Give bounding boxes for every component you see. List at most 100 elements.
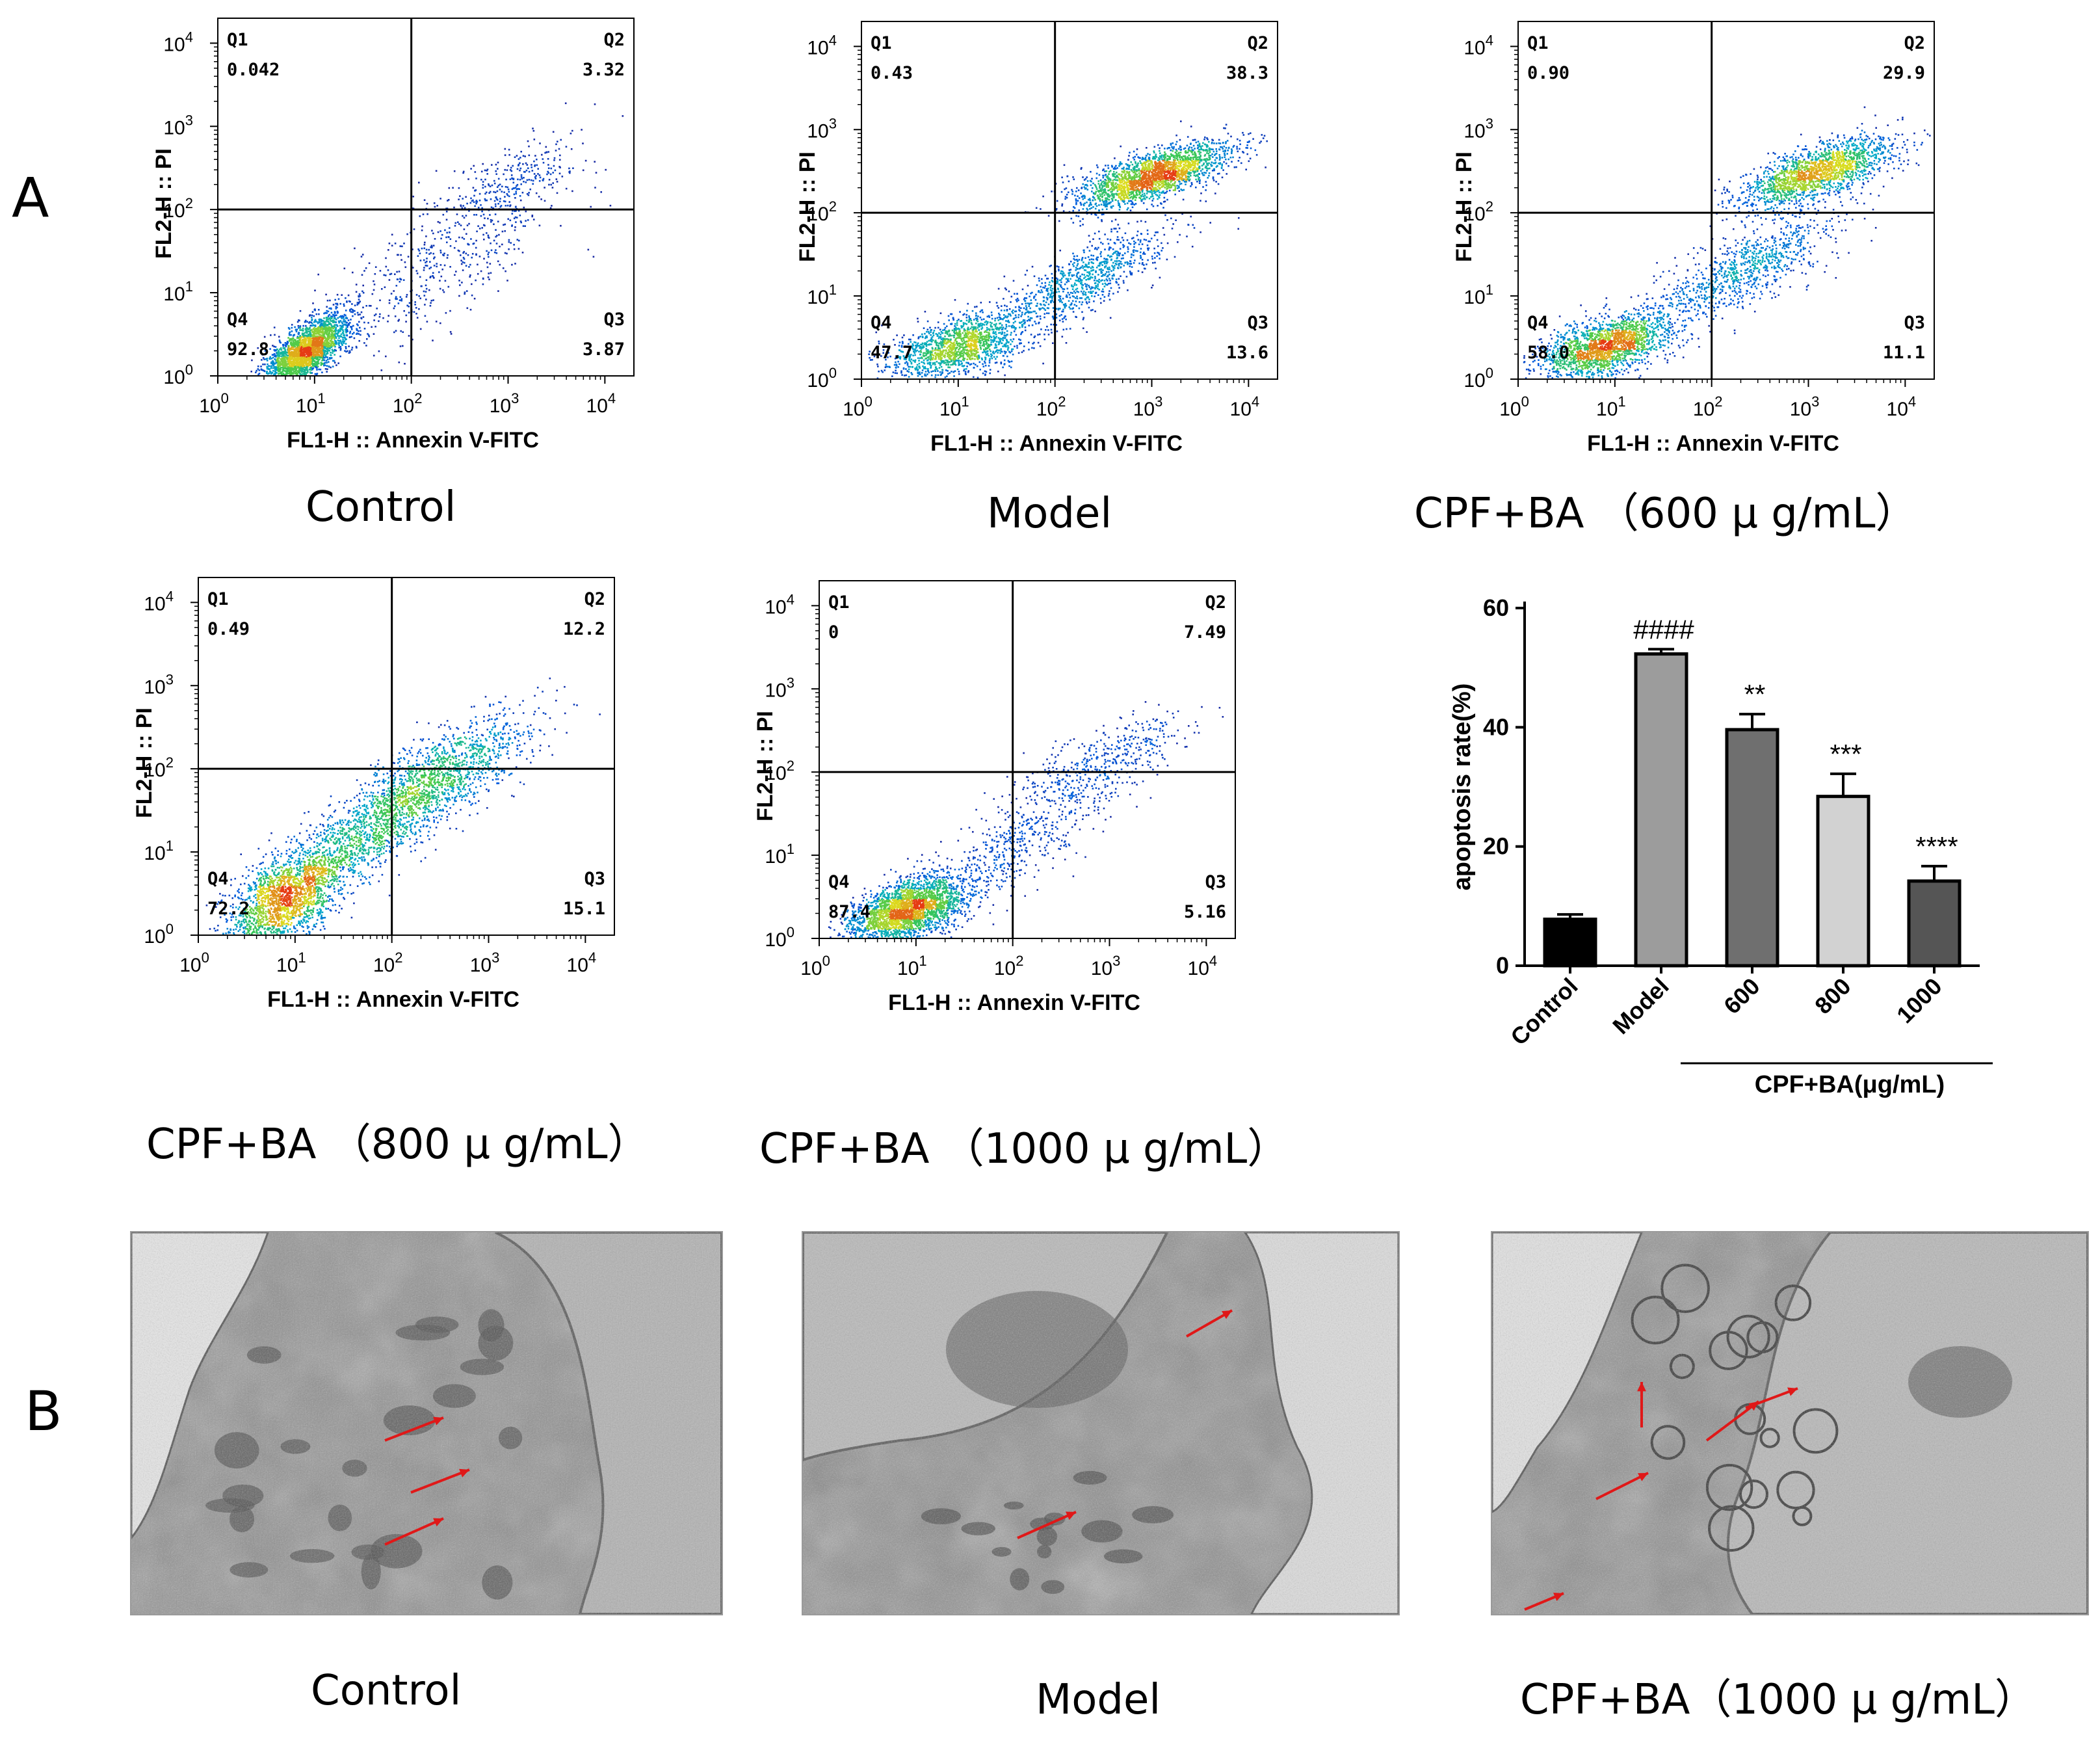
- y-tick-label: 100: [765, 924, 794, 951]
- x-tick-label: 100: [179, 949, 209, 976]
- quadrant-name-q3: Q3: [1205, 872, 1226, 892]
- flow-caption-cpf600: CPF+BA （600 μ g/mL）: [1414, 493, 1917, 535]
- plot-frame: [217, 18, 635, 377]
- red-arrow-icon: [384, 1416, 444, 1442]
- bar-800: [1816, 795, 1870, 968]
- y-tick-label: 101: [144, 838, 174, 864]
- tem-caption-control: Control: [311, 1670, 461, 1712]
- plot-frame: [819, 580, 1236, 939]
- significance-label: **: [1744, 679, 1766, 709]
- x-category-label: 1000: [1891, 973, 1947, 1029]
- y-tick-label: 103: [807, 115, 837, 142]
- quadrant-value-q3: 5.16: [1184, 902, 1226, 922]
- x-tick-label: 100: [1499, 393, 1529, 420]
- tem-caption-model: Model: [1036, 1679, 1161, 1721]
- quadrant-name-q3: Q3: [603, 310, 625, 330]
- y-axis-label: FL2-H :: PI: [795, 152, 820, 262]
- quadrant-value-q1: 0.042: [227, 60, 280, 80]
- flow-caption-cpf1000: CPF+BA （1000 μ g/mL）: [759, 1128, 1289, 1170]
- quadrant-value-q3: 3.87: [583, 339, 625, 360]
- quadrant-value-q4: 58.0: [1527, 343, 1569, 363]
- y-axis-label: apoptosis rate(%): [1449, 683, 1476, 891]
- tem-image-control: [130, 1231, 723, 1615]
- quadrant-name-q2: Q2: [1904, 33, 1925, 53]
- flow-plot-svg: Q10Q27.49Q35.16Q487.41001001011011021021…: [753, 580, 1236, 1015]
- x-tick-label: 102: [994, 953, 1024, 979]
- y-tick-label: 101: [807, 282, 837, 308]
- x-category-label: Control: [1505, 973, 1582, 1050]
- x-category-label: Model: [1607, 973, 1674, 1040]
- flow-caption-cpf800: CPF+BA （800 μ g/mL）: [146, 1124, 650, 1165]
- scatter-points: [828, 701, 1224, 938]
- x-axis-label: FL1-H :: Annexin V-FITC: [287, 428, 539, 453]
- micrograph-svg: [1492, 1232, 2088, 1614]
- tem-image-cpf1000: [1491, 1231, 2089, 1615]
- red-arrow-icon: [1595, 1472, 1649, 1500]
- quadrant-name-q4: Q4: [1527, 313, 1549, 333]
- x-tick-label: 101: [939, 393, 969, 420]
- quadrant-value-q2: 3.32: [583, 60, 625, 80]
- red-arrow-icon: [1745, 1387, 1798, 1409]
- x-tick-label: 103: [1133, 393, 1163, 420]
- quadrant-name-q2: Q2: [1247, 33, 1268, 53]
- y-tick-label: 101: [765, 841, 794, 868]
- x-tick-label: 103: [1091, 953, 1121, 979]
- quadrant-name-q1: Q1: [828, 592, 850, 613]
- quadrant-name-q1: Q1: [207, 589, 229, 609]
- significance-label: ***: [1830, 739, 1861, 769]
- y-tick-label: 103: [163, 112, 193, 139]
- flow-caption-model: Model: [987, 493, 1112, 535]
- flow-caption-control: Control: [306, 486, 456, 528]
- y-tick-label: 100: [807, 365, 837, 391]
- y-tick-label: 104: [1463, 32, 1493, 59]
- x-tick-label: 104: [1887, 393, 1917, 420]
- y-tick-label: 104: [144, 588, 174, 615]
- quadrant-name-q2: Q2: [584, 589, 605, 609]
- quadrant-name-q4: Q4: [871, 313, 892, 333]
- x-category-label: 600: [1718, 973, 1765, 1019]
- red-arrow-icon: [1637, 1382, 1646, 1427]
- quadrant-name-q2: Q2: [1205, 592, 1226, 613]
- red-arrow-icon: [1017, 1511, 1077, 1539]
- bar-control: [1543, 918, 1597, 968]
- x-tick-label: 102: [373, 949, 403, 976]
- panel-letter-b: B: [25, 1384, 62, 1439]
- y-tick-label: 101: [1463, 282, 1493, 308]
- apoptosis-bar-chart: 0 20 40 60 apoptosis rate(%) Control #### Model…: [1449, 594, 1993, 1098]
- quadrant-name-q4: Q4: [207, 869, 229, 889]
- quadrant-value-q1: 0.43: [871, 63, 913, 83]
- y-axis-label: FL2-H :: PI: [753, 711, 778, 821]
- x-axis-label: FL1-H :: Annexin V-FITC: [1587, 431, 1839, 456]
- quadrant-name-q3: Q3: [1904, 313, 1925, 333]
- y-axis-label: FL2-H :: PI: [151, 148, 176, 259]
- bar-model: [1634, 652, 1688, 968]
- plot-frame: [861, 21, 1278, 380]
- y-tick-label: 101: [163, 278, 193, 305]
- x-category-label: 800: [1809, 973, 1856, 1019]
- quadrant-value-q1: 0: [828, 622, 839, 643]
- x-tick-label: 100: [843, 393, 873, 420]
- y-tick-label: 103: [144, 671, 174, 698]
- y-axis-label: FL2-H :: PI: [132, 708, 157, 818]
- tem-caption-cpf1000: CPF+BA（1000 μ g/mL）: [1520, 1679, 2036, 1721]
- scatter-points: [250, 102, 624, 376]
- red-arrow-icon: [1186, 1309, 1233, 1338]
- quadrant-name-q1: Q1: [227, 30, 248, 50]
- x-tick-label: 101: [296, 390, 326, 417]
- y-tick-label: 100: [1463, 365, 1493, 391]
- red-arrow-icon: [410, 1468, 470, 1494]
- quadrant-value-q4: 87.4: [828, 902, 871, 922]
- scatter-points: [1523, 106, 1931, 379]
- significance-label: ****: [1915, 831, 1958, 862]
- bar-600: [1725, 728, 1779, 968]
- y-tick-label: 0: [1496, 952, 1509, 979]
- red-arrow-icon: [384, 1517, 444, 1546]
- quadrant-name-q3: Q3: [584, 869, 605, 889]
- quadrant-value-q2: 12.2: [563, 619, 605, 639]
- quadrant-value-q4: 47.7: [871, 343, 913, 363]
- x-tick-label: 100: [199, 390, 229, 417]
- quadrant-name-q4: Q4: [227, 310, 248, 330]
- red-arrow-icon: [1524, 1592, 1564, 1611]
